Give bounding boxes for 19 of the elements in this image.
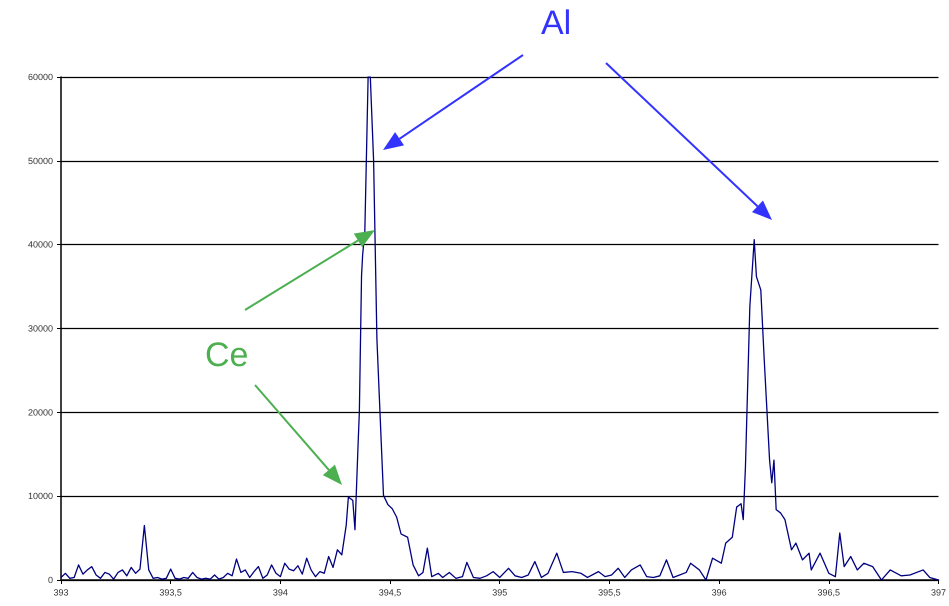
y-tick-label: 10000: [28, 491, 53, 502]
text: Al: [541, 4, 572, 42]
x-tick-label: 394: [272, 588, 288, 598]
x-tick-label: 393,5: [159, 588, 182, 598]
y-tick-label: 40000: [28, 240, 53, 250]
y-tick-label: 50000: [28, 156, 53, 166]
annotation: Ce: [205, 336, 248, 374]
line-series: [60, 76, 940, 581]
y-tick-label: 30000: [28, 324, 53, 334]
x-tick-label: 395: [492, 588, 508, 598]
y-tick-label: 0: [48, 575, 53, 585]
x-tick-label: 396: [712, 588, 727, 598]
x-tick-label: 394,5: [378, 588, 402, 598]
x-tick-label: 393: [53, 588, 69, 598]
x-tick-label: 395,5: [598, 588, 621, 598]
y-tick-label: 20000: [28, 407, 53, 418]
y-tick-label: 60000: [28, 72, 53, 82]
x-tick-label: 397: [930, 588, 946, 598]
x-tick-label: 396,5: [818, 588, 840, 598]
